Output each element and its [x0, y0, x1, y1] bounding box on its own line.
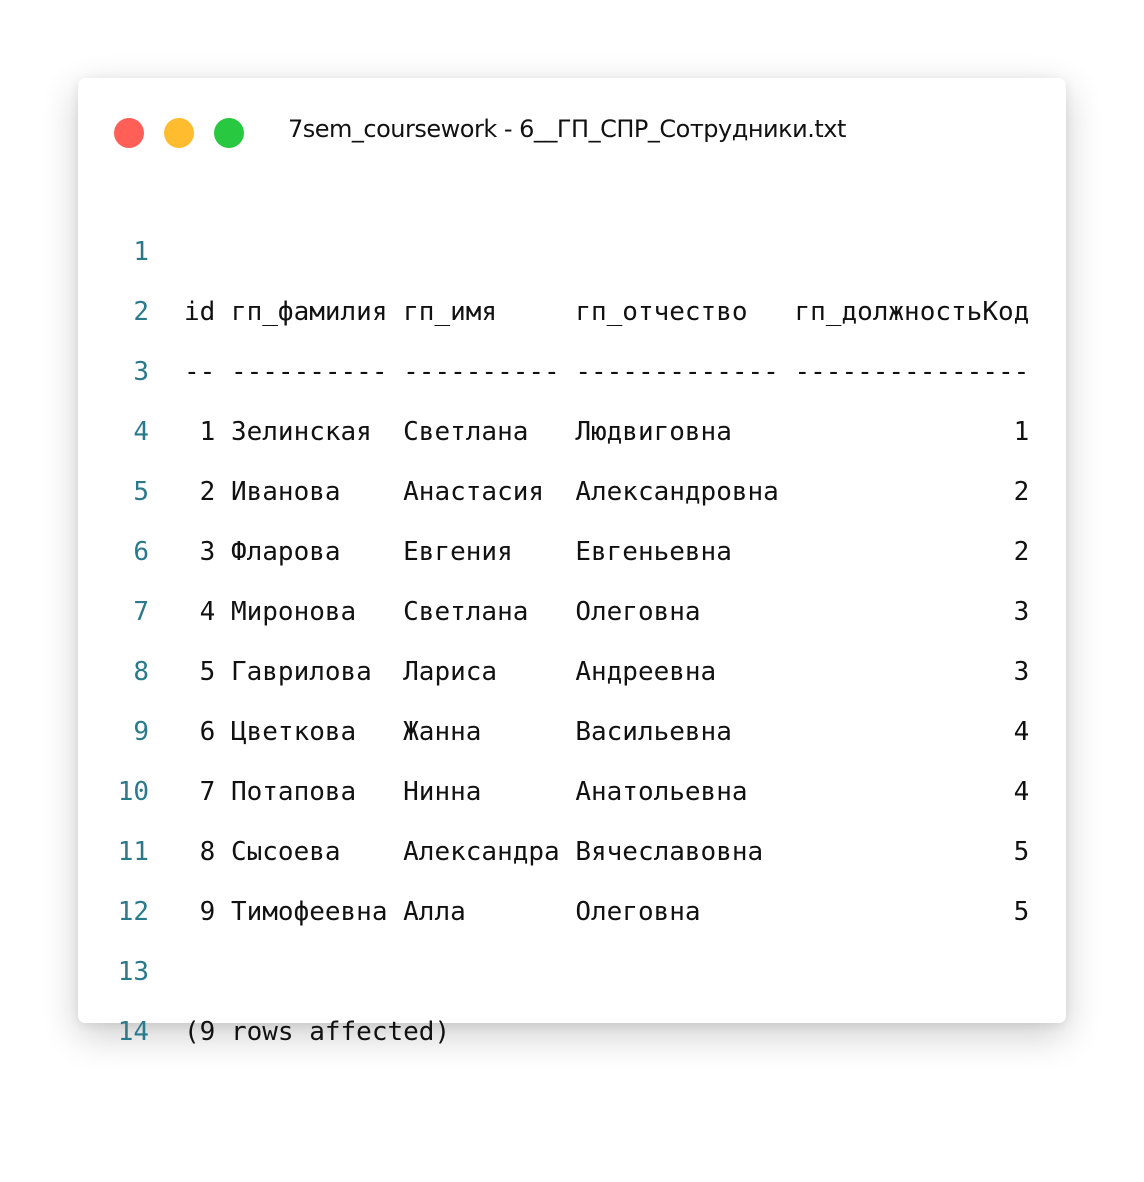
minimize-button[interactable] [164, 118, 194, 148]
line-number: 10 [117, 777, 149, 807]
code-line: 7 5 Гаврилова Лариса Андреевна 3 [78, 522, 1066, 687]
line-text: (9 rows affected) [184, 1017, 451, 1047]
line-text: 5 Гаврилова Лариса Андреевна 3 [184, 657, 1030, 687]
code-line: 1 id гп_фамилия гп_имя гп_отчество гп_до… [78, 162, 1066, 327]
line-number: 1 [133, 237, 149, 267]
line-number: 6 [133, 537, 149, 567]
line-text: 2 Иванова Анастасия Александровна 2 [184, 477, 1030, 507]
title-bar: 7sem_coursework - 6__ГП_СПР_Сотрудники.t… [78, 78, 1066, 178]
line-number: 5 [133, 477, 149, 507]
maximize-button[interactable] [214, 118, 244, 148]
code-line: 4 2 Иванова Анастасия Александровна 2 [78, 342, 1066, 507]
code-line: 8 6 Цветкова Жанна Васильевна 4 [78, 582, 1066, 747]
code-line: 2 -- ---------- ---------- -------------… [78, 222, 1066, 387]
code-line: 9 7 Потапова Нинна Анатольевна 4 [78, 642, 1066, 807]
line-number: 12 [117, 897, 149, 927]
line-number: 8 [133, 657, 149, 687]
window-title: 7sem_coursework - 6__ГП_СПР_Сотрудники.t… [288, 115, 846, 143]
code-line: 6 4 Миронова Светлана Олеговна 3 [78, 462, 1066, 627]
code-line: 11 9 Тимофеевна Алла Олеговна 5 [78, 762, 1066, 927]
line-number: 3 [133, 357, 149, 387]
line-number: 7 [133, 597, 149, 627]
code-line: 13 (9 rows affected) [78, 882, 1066, 1047]
line-text: id гп_фамилия гп_имя гп_отчество гп_долж… [184, 297, 1030, 327]
code-line: 3 1 Зелинская Светлана Людвиговна 1 [78, 282, 1066, 447]
close-button[interactable] [114, 118, 144, 148]
line-text: 4 Миронова Светлана Олеговна 3 [184, 597, 1030, 627]
code-line: 10 8 Сысоева Александра Вячеславовна 5 [78, 702, 1066, 867]
line-number: 9 [133, 717, 149, 747]
line-number: 2 [133, 297, 149, 327]
line-number: 4 [133, 417, 149, 447]
line-text: 7 Потапова Нинна Анатольевна 4 [184, 777, 1030, 807]
line-number: 13 [117, 957, 149, 987]
line-text: 8 Сысоева Александра Вячеславовна 5 [184, 837, 1030, 867]
line-text: -- ---------- ---------- ------------- -… [184, 357, 1030, 387]
code-line: 12 [78, 822, 1066, 927]
line-text: 6 Цветкова Жанна Васильевна 4 [184, 717, 1030, 747]
code-line: 5 3 Фларова Евгения Евгеньевна 2 [78, 402, 1066, 567]
line-text: 3 Фларова Евгения Евгеньевна 2 [184, 537, 1030, 567]
line-text: 9 Тимофеевна Алла Олеговна 5 [184, 897, 1030, 927]
line-text: 1 Зелинская Светлана Людвиговна 1 [184, 417, 1030, 447]
code-line: 14 [78, 942, 1066, 1047]
code-editor[interactable]: 1 id гп_фамилия гп_имя гп_отчество гп_до… [78, 162, 1066, 1047]
editor-window: 7sem_coursework - 6__ГП_СПР_Сотрудники.t… [78, 78, 1066, 1047]
line-number: 11 [117, 837, 149, 867]
line-number: 14 [117, 1017, 149, 1047]
